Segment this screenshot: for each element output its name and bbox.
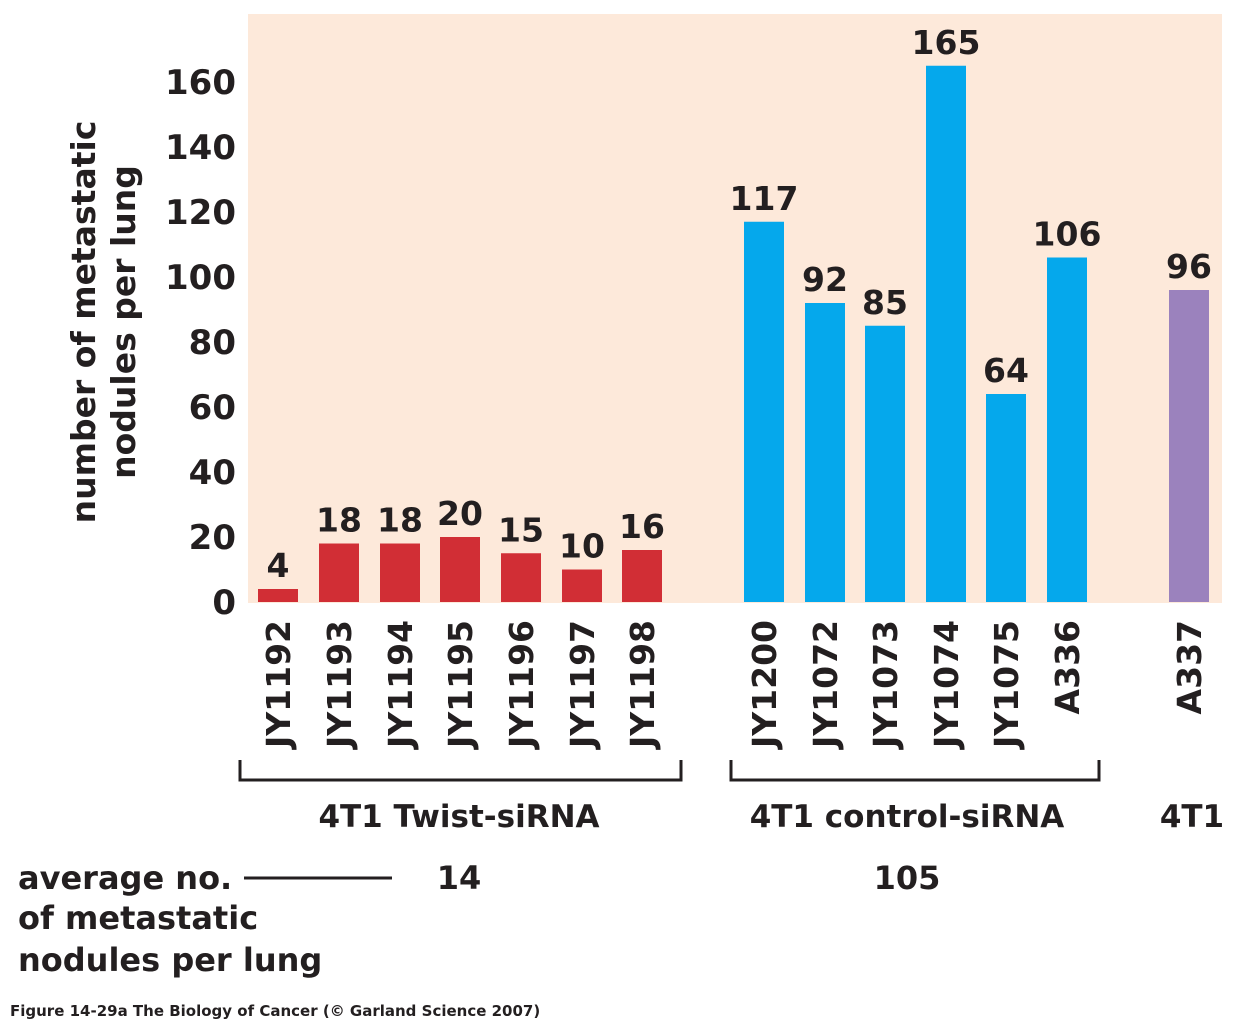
figure-caption: Figure 14-29a The Biology of Cancer (© G… bbox=[10, 1002, 540, 1020]
bar-value-label: 117 bbox=[730, 179, 799, 218]
average-section: average no. of metastatic nodules per lu… bbox=[18, 859, 392, 979]
category-label: JY1195 bbox=[441, 620, 480, 750]
bar bbox=[1047, 257, 1087, 602]
category-label: A336 bbox=[1048, 620, 1087, 714]
y-tick-label: 40 bbox=[189, 453, 236, 493]
bar bbox=[258, 589, 298, 602]
category-label: JY1200 bbox=[745, 620, 784, 750]
bar-value-label: 18 bbox=[377, 501, 423, 540]
y-tick-label: 100 bbox=[165, 258, 236, 298]
bar-value-label: 85 bbox=[862, 283, 908, 322]
bar-value-label: 15 bbox=[498, 510, 544, 549]
bar bbox=[926, 65, 966, 602]
bar-value-label: 106 bbox=[1033, 215, 1102, 254]
category-label: JY1193 bbox=[320, 620, 359, 750]
category-label: JY1073 bbox=[866, 620, 905, 750]
y-tick-label: 80 bbox=[189, 323, 236, 363]
category-label: JY1072 bbox=[806, 620, 845, 750]
group-average-value: 14 bbox=[437, 859, 482, 897]
category-label: JY1196 bbox=[502, 620, 541, 750]
bar bbox=[440, 537, 480, 602]
y-tick-label: 160 bbox=[165, 63, 236, 103]
group-bracket bbox=[238, 760, 683, 782]
category-label: JY1074 bbox=[927, 620, 966, 750]
bar-value-label: 96 bbox=[1166, 247, 1212, 286]
y-axis-label-line-1: number of metastatic bbox=[64, 121, 103, 524]
bar-value-label: 10 bbox=[559, 527, 605, 566]
bar-value-label: 20 bbox=[437, 494, 483, 533]
bar-value-label: 18 bbox=[316, 501, 362, 540]
bar-value-label: 92 bbox=[802, 260, 848, 299]
category-label: JY1075 bbox=[987, 620, 1026, 750]
bar bbox=[622, 550, 662, 602]
group-label: 4T1 Twist-siRNA bbox=[318, 799, 599, 835]
bar-value-label: 4 bbox=[267, 546, 290, 585]
bar-value-label: 16 bbox=[619, 507, 665, 546]
category-labels: JY1192 JY1193 JY1194 JY1195 JY1196 JY1197 JY11… bbox=[259, 620, 1209, 750]
category-label: A337 bbox=[1170, 620, 1209, 714]
bar bbox=[1169, 290, 1209, 602]
y-tick-label: 0 bbox=[212, 583, 236, 623]
average-label-line-2: of metastatic bbox=[18, 899, 258, 937]
bar-value-label: 64 bbox=[983, 351, 1029, 390]
y-tick-label: 140 bbox=[165, 128, 236, 168]
average-label-line-3: nodules per lung bbox=[18, 941, 322, 979]
bar bbox=[986, 394, 1026, 602]
bar bbox=[865, 325, 905, 602]
value-labels: 4 18 18 20 15 10 16 117 92 85 165 64 106 96 bbox=[267, 23, 1212, 585]
group-average-value: 105 bbox=[874, 859, 941, 897]
average-label-line-1: average no. bbox=[18, 859, 232, 897]
group-label: 4T1 bbox=[1160, 799, 1224, 835]
category-label: JY1194 bbox=[381, 620, 420, 750]
bar bbox=[501, 553, 541, 602]
category-label: JY1197 bbox=[563, 620, 602, 750]
category-label: JY1192 bbox=[259, 620, 298, 750]
y-axis-label: number of metastatic nodules per lung bbox=[64, 121, 143, 524]
y-axis-label-line-2: nodules per lung bbox=[104, 165, 143, 479]
bars bbox=[258, 65, 1209, 602]
bar bbox=[319, 543, 359, 602]
group-bracket bbox=[729, 760, 1101, 782]
group-brackets: 4T1 Twist-siRNA 14 4T1 control-siRNA 105 4T1 bbox=[238, 760, 1224, 897]
y-tick-label: 60 bbox=[189, 388, 236, 428]
y-tick-label: 20 bbox=[189, 518, 236, 558]
group-label: 4T1 control-siRNA bbox=[750, 799, 1065, 835]
y-tick-label: 120 bbox=[165, 193, 236, 233]
bar-value-label: 165 bbox=[912, 23, 981, 62]
bar bbox=[744, 221, 784, 602]
bar bbox=[805, 303, 845, 602]
bar bbox=[562, 569, 602, 602]
category-label: JY1198 bbox=[623, 620, 662, 750]
y-axis-ticks: 0 20 40 60 80 100 120 140 160 bbox=[165, 63, 236, 623]
bar bbox=[380, 543, 420, 602]
